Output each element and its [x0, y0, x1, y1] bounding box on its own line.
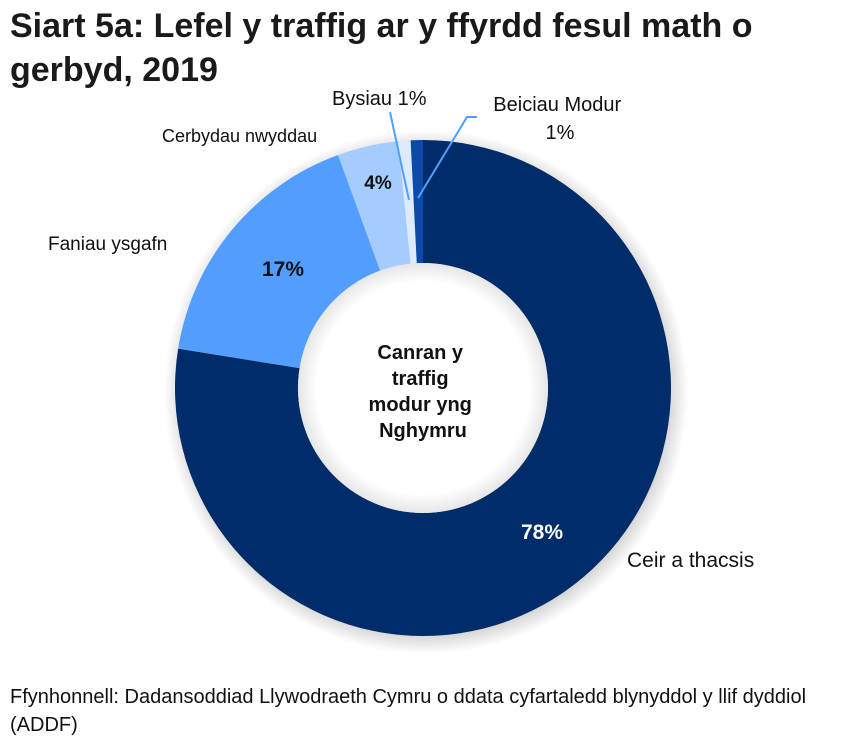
category-label-ceir: Ceir a thacsis [627, 549, 754, 572]
category-label-faniau: Faniau ysgafn [48, 234, 167, 255]
leader-line-beiciau [417, 116, 477, 199]
category-label-bysiau: Bysiau 1% [332, 88, 427, 110]
slice-ceir [174, 140, 671, 636]
slice-beiciau [410, 140, 423, 264]
center-label: Canran y traffig modur yng Nghymru [369, 342, 478, 442]
slice-value-faniau: 17% [262, 258, 304, 281]
chart-title: Siart 5a: Lefel y traffig ar y ffyrdd fe… [10, 7, 753, 89]
slice-value-cerbydau: 4% [364, 173, 392, 194]
category-label-beiciau: Beiciau Modur 1% [493, 94, 626, 144]
leader-line-bysiau [389, 111, 410, 201]
slice-faniau [178, 155, 381, 369]
donut-hole [298, 263, 548, 513]
category-label-cerbydau: Cerbydau nwyddau [162, 126, 317, 146]
slice-value-ceir: 78% [521, 521, 563, 544]
slice-cerbydau [338, 141, 411, 271]
donut-slices [174, 140, 671, 636]
source-note: Ffynhonnell: Dadansoddiad Llywodraeth Cy… [10, 686, 807, 736]
